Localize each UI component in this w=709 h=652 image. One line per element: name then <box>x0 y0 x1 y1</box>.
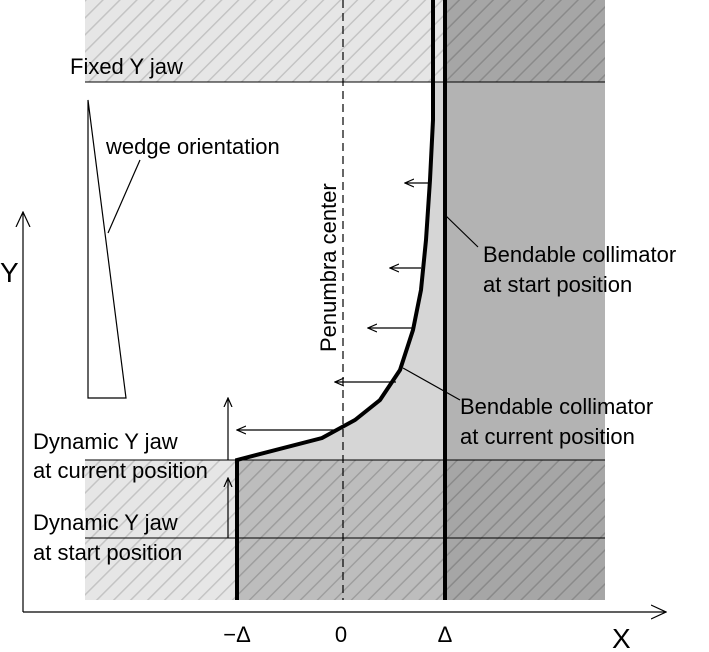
axis-label: Y <box>0 257 19 288</box>
label: at current position <box>460 424 635 449</box>
label: Bendable collimator <box>460 394 653 419</box>
axis-label: X <box>612 623 631 652</box>
label: wedge orientation <box>105 134 280 159</box>
label: Fixed Y jaw <box>70 54 183 79</box>
tick-label: Δ <box>438 622 453 647</box>
label: at start position <box>33 540 182 565</box>
tick-label: 0 <box>335 622 347 647</box>
wedge <box>87 99 127 399</box>
label: Penumbra center <box>316 183 341 352</box>
label: at start position <box>483 272 632 297</box>
arrows <box>23 159 666 612</box>
label: Dynamic Y jaw <box>33 429 178 454</box>
label: Dynamic Y jaw <box>33 510 178 535</box>
label: Bendable collimator <box>483 242 676 267</box>
regions <box>85 0 605 600</box>
label: at current position <box>33 458 208 483</box>
tick-label: −Δ <box>223 622 251 647</box>
